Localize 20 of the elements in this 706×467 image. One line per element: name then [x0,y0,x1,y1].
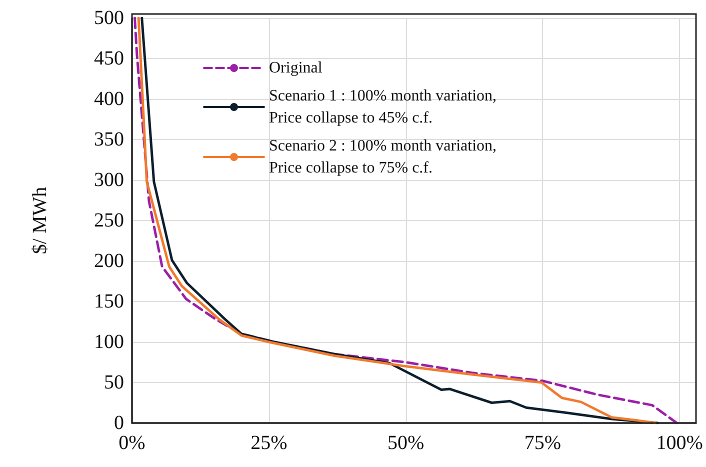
y-tick-label: 450 [94,48,124,70]
x-tick-label: 0% [118,432,146,454]
y-tick-label: 150 [94,290,124,312]
y-tick-label: 300 [94,169,124,191]
y-axis-title: $/ MWh [29,186,51,254]
y-tick-label: 350 [94,128,124,150]
y-tick-label: 50 [104,372,124,394]
x-tick-label: 100% [656,432,703,454]
y-tick-label: 400 [94,88,124,110]
y-tick-label: 0 [114,412,124,434]
x-tick-label: 75% [524,432,562,454]
y-tick-label: 100 [94,331,124,353]
y-tick-label: 500 [94,7,124,29]
legend-label: Scenario 2 : 100% month variation, Price collapse to 75% c.f. [269,138,497,176]
x-tick-label: 25% [250,432,288,454]
legend-label: Original [269,60,323,76]
x-tick-label: 50% [387,432,424,454]
y-tick-label: 200 [94,250,124,272]
y-tick-label: 250 [94,210,124,232]
legend-label: Scenario 1 : 100% month variation, Price collapse to 45% c.f. [269,88,497,126]
